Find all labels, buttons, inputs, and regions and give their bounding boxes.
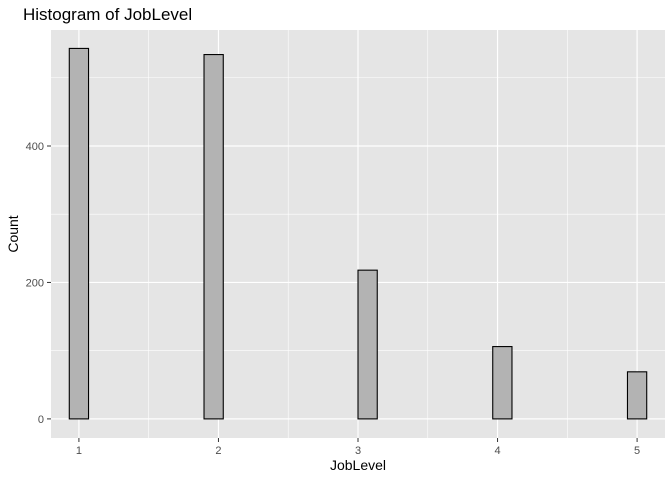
y-tick-label: 400 — [26, 141, 44, 153]
x-tick-label: 4 — [494, 445, 500, 457]
histogram-bars — [68, 47, 648, 420]
y-tick-label: 200 — [26, 277, 44, 289]
histogram-bar — [626, 371, 648, 420]
histogram-bar — [357, 269, 378, 420]
y-axis-title: Count — [5, 215, 21, 252]
y-tick-label: 0 — [38, 414, 44, 426]
histogram-bar — [203, 54, 224, 420]
x-tick-label: 1 — [76, 445, 82, 457]
histogram-bar — [68, 47, 90, 420]
x-tick-label: 3 — [355, 445, 361, 457]
y-axis: 0 200 400 — [26, 141, 51, 426]
x-axis-title: JobLevel — [330, 457, 386, 473]
x-tick-label: 5 — [634, 445, 640, 457]
chart-title: Histogram of JobLevel — [23, 5, 192, 24]
x-axis: 1 2 3 4 5 — [76, 438, 640, 457]
x-tick-label: 2 — [215, 445, 221, 457]
histogram-bar — [492, 346, 513, 420]
